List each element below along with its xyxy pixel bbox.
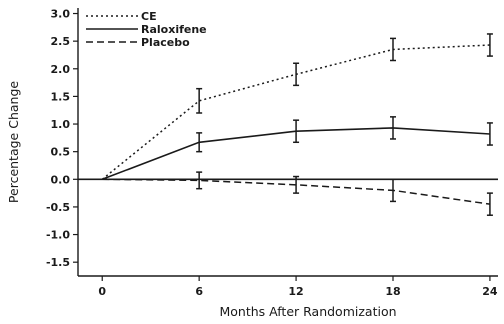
error-bar-placebo: [293, 175, 300, 194]
y-tick-label: 2.0: [51, 63, 71, 76]
x-tick-label: 24: [482, 285, 498, 298]
error-bar-raloxifene: [486, 122, 493, 146]
legend-label-ce: CE: [141, 10, 157, 23]
axes: 3.0 2.5 2.0 1.5 1.0 0.5 0.0 -0.5 -1.0 -1.5 0 6 12 18 2…: [46, 8, 498, 298]
y-tick-label: -0.5: [46, 201, 70, 214]
error-bar-ce: [486, 33, 493, 57]
x-tick-label: 6: [195, 285, 203, 298]
x-tick-label: 18: [385, 285, 400, 298]
y-tick-label: 1.5: [51, 90, 71, 103]
y-axis-title: Percentage Change: [6, 81, 21, 203]
error-bar-ce: [390, 37, 396, 62]
error-bar-placebo: [390, 178, 396, 203]
legend-label-raloxifene: Raloxifene: [141, 23, 207, 36]
error-bar-raloxifene: [196, 132, 203, 153]
y-tick-label: 0.0: [51, 173, 71, 186]
y-tick-label: 1.0: [51, 118, 71, 131]
error-bar-raloxifene: [293, 119, 300, 144]
x-tick-label: 12: [288, 285, 303, 298]
y-tick-label: 3.0: [51, 8, 71, 21]
y-tick-label: -1.5: [46, 256, 70, 269]
x-tick-label: 0: [98, 285, 106, 298]
y-tick-label: 2.5: [51, 35, 71, 48]
error-bar-placebo: [196, 171, 203, 190]
error-bar-ce: [196, 87, 203, 114]
error-bar-ce: [293, 62, 300, 87]
legend-label-placebo: Placebo: [141, 36, 190, 49]
series-layer: [101, 33, 493, 216]
error-bar-placebo: [486, 192, 493, 216]
x-axis-title: Months After Randomization: [219, 304, 396, 319]
y-tick-label: -1.0: [46, 229, 70, 242]
error-bar-raloxifene: [390, 116, 396, 140]
y-tick-label: 0.5: [51, 146, 71, 159]
